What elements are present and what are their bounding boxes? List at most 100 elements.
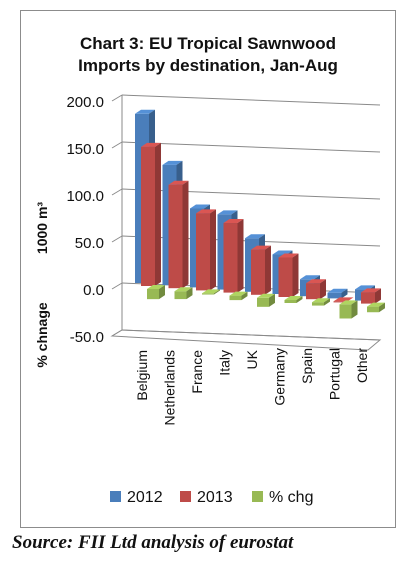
bar-2013-side bbox=[320, 279, 326, 300]
category-label: Netherlands bbox=[162, 350, 178, 426]
bar-2013-side bbox=[375, 288, 381, 304]
category-label: Germany bbox=[272, 348, 288, 406]
bar-2013 bbox=[223, 219, 244, 293]
bars bbox=[135, 109, 385, 319]
y-tick-label: 50.0 bbox=[75, 235, 104, 252]
chart-title-line2: Imports by destination, Jan-Aug bbox=[78, 56, 338, 75]
bar-2013-side bbox=[182, 180, 189, 289]
category-label: Belgium bbox=[134, 350, 150, 401]
bar-2013-top bbox=[251, 245, 271, 250]
bar-pct-chg-side bbox=[379, 302, 385, 313]
bar-2013-side bbox=[292, 253, 299, 297]
bar-2013 bbox=[306, 279, 326, 300]
bar-2013-face bbox=[251, 249, 265, 295]
bar-2013-top bbox=[278, 253, 299, 258]
bar-pct-chg-face bbox=[284, 300, 297, 303]
legend-label: % chg bbox=[269, 489, 313, 506]
plot-floor bbox=[110, 329, 382, 351]
bar-2013 bbox=[361, 288, 381, 304]
bar-pct-chg bbox=[174, 287, 193, 300]
chart-title-line1: Chart 3: EU Tropical Sawnwood bbox=[80, 34, 336, 53]
category-label: Spain bbox=[299, 348, 315, 384]
y-axis-title-primary: 1000 m³ bbox=[34, 202, 50, 254]
bar-2012-top bbox=[327, 288, 348, 293]
bar-pct-chg-side bbox=[214, 289, 220, 295]
bar-2013-side bbox=[237, 219, 244, 293]
category-label: Portugal bbox=[327, 348, 343, 400]
bar-2012-side bbox=[341, 288, 348, 299]
category-label: France bbox=[189, 350, 205, 394]
bar-pct-chg-side bbox=[296, 296, 303, 303]
category-label: UK bbox=[244, 349, 260, 369]
legend-swatch bbox=[110, 491, 121, 502]
bar-2013-face bbox=[306, 283, 320, 300]
legend-swatch bbox=[252, 491, 263, 502]
bar-2012-top bbox=[217, 210, 238, 215]
bar-2013-face bbox=[361, 292, 375, 304]
bar-2013-face bbox=[278, 257, 293, 297]
bar-2013-top bbox=[141, 142, 161, 147]
bar-pct-chg-side bbox=[159, 285, 165, 300]
bar-pct-chg-face bbox=[202, 293, 214, 295]
gridline bbox=[121, 94, 381, 106]
gridline-side bbox=[111, 235, 123, 243]
legend-label: 2012 bbox=[127, 489, 163, 506]
y-tick-labels: 200.0 150.0 100.0 50.0 0.0 -50.0 bbox=[66, 94, 104, 346]
y-tick-label: 100.0 bbox=[66, 188, 104, 205]
bar-2012-top bbox=[162, 160, 183, 165]
bar-pct-chg bbox=[339, 300, 358, 319]
gridline-side bbox=[111, 188, 123, 196]
bar-pct-chg bbox=[202, 289, 220, 295]
bar-2012-face bbox=[327, 292, 342, 299]
bar-2012-top bbox=[245, 234, 265, 239]
gridline-side bbox=[111, 141, 123, 149]
bar-pct-chg-face bbox=[147, 289, 159, 300]
bar-2013-top bbox=[306, 279, 326, 284]
bar-pct-chg bbox=[229, 291, 248, 301]
bar-pct-chg-face bbox=[229, 295, 242, 301]
bar-pct-chg bbox=[367, 302, 385, 313]
bar-pct-chg-face bbox=[339, 304, 352, 319]
bar-2013 bbox=[251, 245, 271, 295]
gridline-side bbox=[111, 94, 123, 102]
bar-pct-chg-face bbox=[257, 297, 269, 307]
bar-2013-face bbox=[168, 184, 183, 289]
bar-pct-chg-side bbox=[351, 300, 358, 319]
gridline bbox=[121, 141, 381, 153]
legend: 2012 2013 % chg bbox=[110, 489, 313, 506]
bar-2013-face bbox=[141, 146, 155, 286]
bar-2013-top bbox=[168, 180, 189, 185]
legend-label: 2013 bbox=[197, 489, 233, 506]
bar-pct-chg-face bbox=[367, 306, 379, 313]
bar-pct-chg-face bbox=[174, 291, 187, 300]
bar-2013-side bbox=[155, 142, 161, 286]
bar-pct-chg-side bbox=[269, 293, 275, 307]
bar-2012-top bbox=[300, 275, 320, 280]
category-label: Italy bbox=[217, 350, 233, 376]
bar-pct-chg bbox=[284, 296, 303, 303]
bar-pct-chg-side bbox=[186, 287, 193, 300]
bar-pct-chg bbox=[257, 293, 275, 307]
bar-2012 bbox=[327, 288, 348, 299]
bar-2013-top bbox=[361, 288, 381, 293]
y-axis-title-secondary: % chnage bbox=[34, 302, 50, 368]
bar-2013-top bbox=[223, 219, 244, 224]
y-tick-label: 0.0 bbox=[83, 282, 104, 299]
bar-2013 bbox=[196, 209, 216, 291]
y-tick-label: 150.0 bbox=[66, 141, 104, 158]
bar-pct-chg bbox=[147, 285, 165, 300]
bar-2013 bbox=[141, 142, 161, 286]
category-labels: Belgium Netherlands France Italy UK Germany Sp… bbox=[134, 348, 370, 426]
bar-2013 bbox=[168, 180, 189, 289]
category-label: Other bbox=[354, 348, 370, 383]
bar-2013 bbox=[278, 253, 299, 297]
bar-pct-chg bbox=[312, 298, 330, 306]
y-tick-label: -50.0 bbox=[70, 329, 104, 346]
gridline-side bbox=[111, 282, 123, 290]
bar-2013-face bbox=[196, 213, 210, 291]
legend-swatch bbox=[180, 491, 191, 502]
bar-2013-side bbox=[265, 245, 271, 295]
bar-2013-top bbox=[196, 209, 216, 214]
bar-pct-chg-side bbox=[241, 291, 248, 301]
